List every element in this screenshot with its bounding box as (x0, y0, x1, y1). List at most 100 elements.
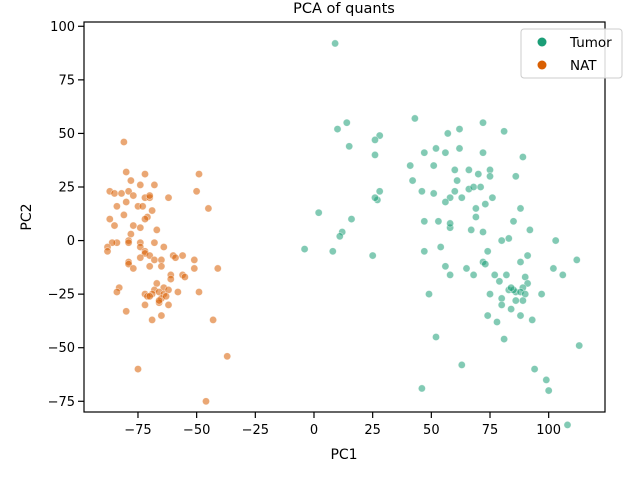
point-tumor-5 (443, 129, 452, 138)
point-nat-57 (190, 264, 199, 273)
y-axis-title: PC2 (19, 203, 35, 230)
point-nat-88 (202, 397, 210, 406)
point-tumor-56 (335, 232, 344, 241)
point-tumor-98 (493, 318, 501, 326)
x-tick-label: −50 (183, 423, 210, 438)
y-tick-label: 75 (58, 73, 75, 88)
x-axis: −75 −50 −25 0 25 50 75 100 (124, 412, 561, 438)
point-nat-81 (164, 300, 173, 309)
point-tumor-75 (549, 264, 558, 273)
point-tumor-1 (410, 114, 419, 123)
point-tumor-46 (471, 213, 480, 221)
point-tumor-20 (464, 165, 473, 174)
point-tumor-72 (462, 264, 471, 273)
point-nat-4 (126, 176, 135, 185)
point-tumor-23 (486, 172, 494, 181)
point-tumor-18 (406, 161, 415, 170)
point-tumor-73 (490, 270, 499, 279)
point-tumor-93 (511, 296, 520, 305)
point-tumor-101 (575, 341, 584, 350)
point-tumor-99 (432, 333, 440, 341)
point-nat-3 (195, 170, 203, 178)
point-tumor-35 (457, 193, 466, 202)
point-nat-37 (150, 238, 159, 247)
point-tumor-48 (434, 217, 443, 226)
point-nat-61 (180, 273, 189, 281)
point-tumor-7 (500, 127, 508, 136)
point-nat-72 (145, 292, 154, 301)
point-tumor-105 (542, 375, 551, 384)
point-tumor-78 (446, 270, 454, 279)
x-tick-label: 25 (364, 423, 381, 438)
point-tumor-108 (537, 290, 546, 298)
series-tumor (300, 39, 584, 429)
point-nat-9 (110, 189, 119, 198)
point-nat-50 (171, 253, 180, 262)
point-tumor-91 (519, 296, 527, 305)
point-nat-2 (141, 170, 149, 178)
point-tumor-61 (328, 247, 337, 256)
point-nat-44 (136, 253, 145, 262)
point-nat-27 (110, 221, 119, 230)
point-nat-62 (166, 275, 175, 283)
point-tumor-2 (342, 118, 351, 127)
point-tumor-52 (467, 225, 476, 234)
legend-marker-tumor (537, 37, 547, 47)
point-tumor-14 (479, 148, 487, 157)
point-tumor-3 (479, 118, 487, 127)
point-nat-34 (124, 238, 133, 247)
point-tumor-32 (417, 187, 426, 196)
point-nat-77 (195, 288, 203, 296)
point-nat-16 (192, 187, 201, 196)
point-tumor-102 (457, 360, 466, 369)
point-tumor-41 (481, 200, 490, 208)
y-tick-label: 100 (50, 20, 75, 35)
point-tumor-43 (516, 204, 525, 213)
point-nat-26 (105, 215, 114, 223)
point-tumor-40 (371, 193, 379, 202)
point-nat-54 (145, 262, 154, 271)
point-tumor-90 (497, 294, 506, 303)
point-tumor-104 (530, 365, 539, 373)
point-tumor-89 (425, 290, 433, 298)
y-tick-label: 25 (58, 181, 75, 196)
point-tumor-53 (479, 228, 487, 236)
y-tick-label: 0 (67, 234, 75, 249)
point-tumor-70 (572, 255, 581, 264)
y-tick-label: 50 (58, 127, 75, 142)
x-axis-title: PC1 (330, 447, 357, 463)
x-tick-label: 100 (536, 423, 561, 438)
point-nat-79 (113, 288, 121, 296)
point-nat-84 (157, 311, 166, 320)
point-tumor-71 (481, 260, 490, 268)
legend-label-nat: NAT (570, 58, 597, 74)
point-tumor-95 (483, 311, 492, 320)
point-tumor-19 (429, 161, 438, 170)
point-tumor-109 (507, 283, 515, 292)
point-tumor-68 (441, 262, 450, 271)
point-tumor-65 (483, 247, 492, 256)
point-nat-89 (155, 296, 163, 305)
point-tumor-17 (519, 153, 527, 161)
legend: Tumor NAT (520, 28, 623, 79)
point-nat-43 (159, 243, 168, 251)
point-tumor-30 (476, 183, 485, 191)
point-tumor-27 (453, 176, 461, 185)
point-tumor-47 (420, 217, 429, 226)
point-nat-82 (122, 307, 131, 316)
point-nat-15 (164, 193, 173, 202)
point-tumor-4 (333, 125, 342, 134)
y-tick-label: −50 (48, 341, 75, 356)
point-tumor-59 (497, 236, 506, 245)
plot-frame (83, 21, 606, 413)
point-nat-1 (122, 168, 131, 176)
point-tumor-97 (528, 315, 537, 324)
point-tumor-64 (368, 251, 377, 260)
point-tumor-103 (417, 384, 426, 393)
point-tumor-6 (455, 125, 464, 134)
point-nat-63 (152, 279, 161, 288)
point-tumor-51 (446, 219, 454, 228)
point-nat-74 (162, 292, 170, 301)
point-tumor-11 (432, 144, 440, 153)
point-tumor-0 (331, 39, 339, 48)
